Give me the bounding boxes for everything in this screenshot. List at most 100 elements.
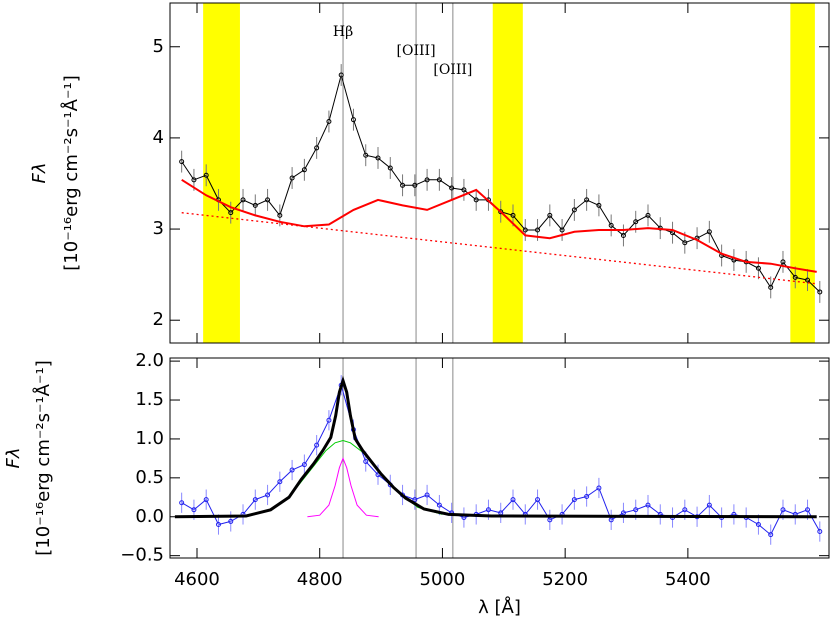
y-tick-label: −0.5 bbox=[120, 545, 164, 566]
axes-frame bbox=[169, 357, 830, 559]
data-point bbox=[473, 197, 479, 203]
x-tick-label: 5000 bbox=[420, 569, 466, 590]
data-point bbox=[768, 284, 774, 290]
data-point bbox=[461, 187, 467, 193]
data-point bbox=[817, 289, 823, 295]
data-point bbox=[682, 240, 688, 246]
data-point bbox=[510, 212, 516, 218]
data-point bbox=[706, 502, 712, 508]
band bbox=[203, 3, 240, 343]
x-tick-label: 5200 bbox=[542, 569, 588, 590]
data-point bbox=[240, 197, 246, 203]
model-line bbox=[307, 457, 379, 518]
data-point bbox=[535, 497, 541, 503]
data-point bbox=[792, 274, 798, 280]
data-point bbox=[485, 507, 491, 513]
data-point bbox=[780, 259, 786, 265]
y-axis-units: [10⁻¹⁶erg cm⁻²s⁻¹Å⁻¹] bbox=[32, 360, 54, 555]
y-tick-label: 0.0 bbox=[135, 506, 164, 527]
data-point bbox=[203, 172, 209, 178]
data-point bbox=[682, 507, 688, 513]
y-tick-label: 5 bbox=[153, 36, 164, 57]
y-tick-label: 2 bbox=[153, 309, 164, 330]
data-point bbox=[314, 442, 320, 448]
data-point bbox=[645, 502, 651, 508]
data-point bbox=[449, 185, 455, 191]
data-point bbox=[277, 479, 283, 485]
data-point bbox=[350, 117, 356, 123]
line-label: Hβ bbox=[333, 24, 353, 40]
data-point bbox=[620, 232, 626, 238]
model-line bbox=[181, 212, 817, 285]
data-point bbox=[412, 497, 418, 503]
data-point bbox=[706, 229, 712, 235]
data-point bbox=[203, 497, 209, 503]
data-point bbox=[400, 182, 406, 188]
data-point bbox=[571, 207, 577, 213]
data-point bbox=[424, 492, 430, 498]
data-point bbox=[805, 507, 811, 513]
data-point bbox=[179, 500, 185, 506]
data-point bbox=[584, 494, 590, 500]
data-point bbox=[338, 72, 344, 78]
y-tick-label: 1.5 bbox=[135, 389, 164, 410]
y-tick-label: 4 bbox=[153, 127, 164, 148]
data-point bbox=[191, 177, 197, 183]
data-point bbox=[228, 210, 234, 216]
y-axis-symbol: Fλ bbox=[3, 447, 24, 468]
data-point bbox=[608, 517, 614, 523]
data-point bbox=[584, 197, 590, 203]
y-tick-label: 2.0 bbox=[135, 350, 164, 371]
y-tick-label: 1.0 bbox=[135, 428, 164, 449]
data-point bbox=[301, 167, 307, 173]
data-point bbox=[375, 155, 381, 161]
model-line bbox=[174, 375, 817, 519]
data-point bbox=[596, 485, 602, 491]
data-point bbox=[289, 175, 295, 181]
data-point bbox=[768, 532, 774, 538]
data-point bbox=[326, 417, 332, 423]
data-point bbox=[252, 497, 258, 503]
y-tick-label: 3 bbox=[153, 218, 164, 239]
data-point bbox=[363, 152, 369, 158]
line-label: [OIII] bbox=[397, 43, 436, 59]
data-point bbox=[755, 522, 761, 528]
band bbox=[492, 3, 523, 343]
data-point bbox=[289, 467, 295, 473]
x-tick-label: 4600 bbox=[174, 569, 220, 590]
data-point bbox=[535, 227, 541, 233]
plot-area bbox=[174, 358, 823, 558]
data-point bbox=[191, 507, 197, 513]
data-point bbox=[780, 507, 786, 513]
data-point bbox=[645, 212, 651, 218]
line-label: [OIII] bbox=[433, 62, 472, 78]
y-axis-units: [10⁻¹⁶erg cm⁻²s⁻¹Å⁻¹] bbox=[60, 75, 82, 270]
x-tick-label: 5400 bbox=[665, 569, 711, 590]
data-point bbox=[363, 459, 369, 465]
data-point bbox=[755, 265, 761, 271]
data-point bbox=[817, 529, 823, 535]
data-point bbox=[265, 492, 271, 498]
data-point bbox=[498, 209, 504, 215]
data-point bbox=[424, 177, 430, 183]
data-point bbox=[805, 277, 811, 283]
data-point bbox=[252, 202, 258, 208]
data-point bbox=[387, 165, 393, 171]
data-point bbox=[633, 219, 639, 225]
axes-frame bbox=[169, 2, 830, 344]
data-point bbox=[265, 197, 271, 203]
data-point bbox=[559, 227, 565, 233]
band bbox=[790, 3, 815, 343]
data-point bbox=[633, 507, 639, 513]
data-point bbox=[215, 522, 221, 528]
data-point bbox=[412, 182, 418, 188]
data-point bbox=[436, 502, 442, 508]
data-point bbox=[608, 222, 614, 228]
y-axis-symbol: Fλ bbox=[29, 162, 50, 183]
data-point bbox=[510, 497, 516, 503]
plot-area bbox=[179, 3, 823, 343]
data-point bbox=[436, 177, 442, 183]
model-line bbox=[181, 178, 817, 273]
data-point bbox=[228, 518, 234, 524]
